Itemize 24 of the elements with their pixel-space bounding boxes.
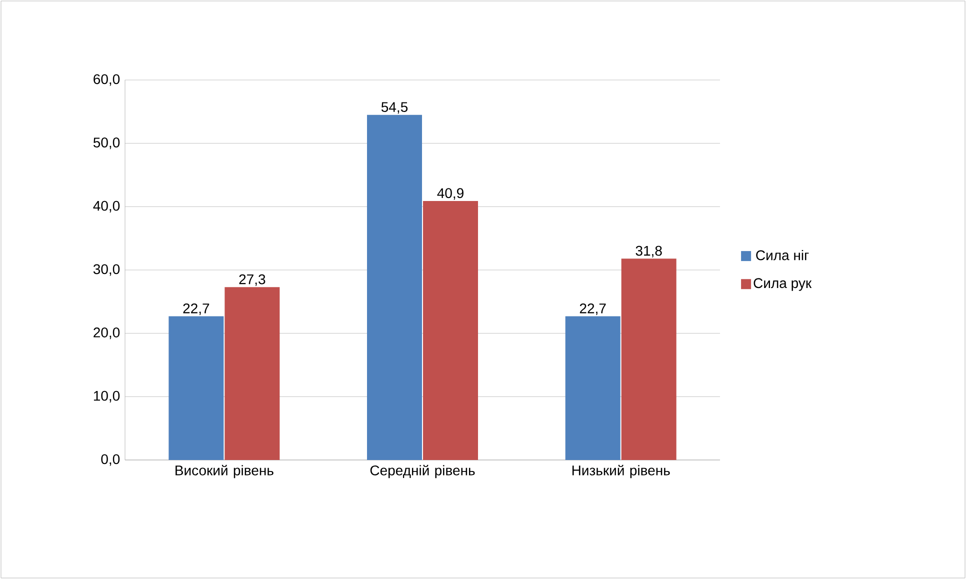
bar: [423, 200, 478, 460]
legend-label: Сила ніг: [756, 250, 809, 260]
data-label: 22,7: [580, 303, 606, 316]
data-label: 40,9: [437, 188, 464, 200]
y-tick-label: 10,0: [94, 390, 120, 402]
data-label: 31,8: [636, 246, 662, 258]
x-tick-label: Середній рівень: [370, 464, 475, 478]
y-tick-label: 60,0: [94, 74, 120, 86]
bar: [224, 287, 280, 460]
x-tick-label: Низький рівень: [572, 464, 670, 478]
y-tick-label: 30,0: [93, 264, 120, 276]
data-label: 54,5: [381, 102, 408, 114]
x-tick-label: Високий рівень: [176, 464, 274, 478]
y-tick-label: 40,0: [93, 200, 120, 212]
bar: [565, 316, 620, 460]
data-label: 22,7: [183, 303, 210, 316]
y-tick-label: 50,0: [93, 138, 120, 150]
y-tick-label: 0,0: [101, 454, 120, 466]
y-tick-label: 20,0: [94, 328, 120, 340]
legend-label: Сила рук: [754, 278, 812, 291]
data-label: 27,3: [239, 274, 266, 286]
bar: [367, 114, 422, 460]
bar: [621, 258, 676, 460]
bar: [168, 316, 224, 460]
